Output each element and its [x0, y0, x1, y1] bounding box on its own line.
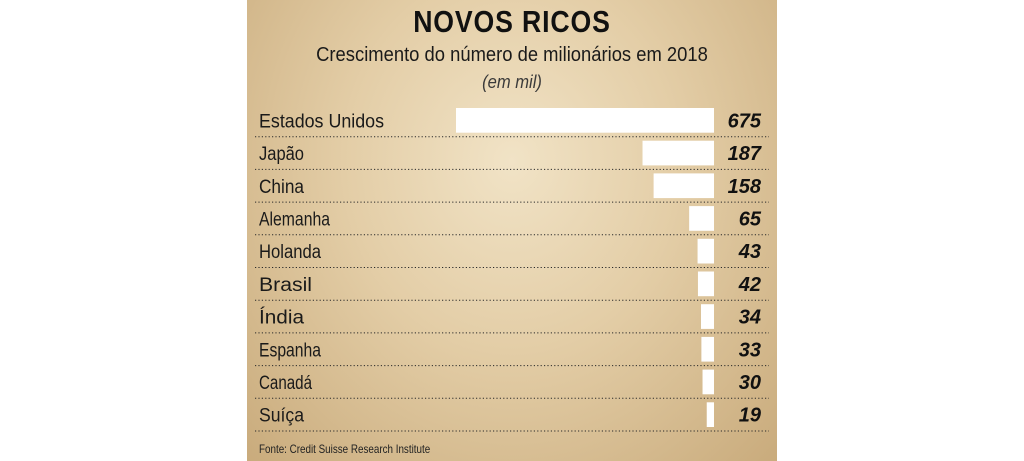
value-label: 42	[738, 274, 761, 296]
source-note: Fonte: Credit Suisse Research Institute	[259, 442, 431, 456]
value-label: 65	[739, 208, 762, 230]
category-label: Brasil	[259, 275, 312, 296]
bar	[701, 336, 714, 362]
category-label: Índia	[259, 308, 304, 329]
category-label: Japão	[259, 144, 304, 165]
bar	[701, 304, 714, 329]
category-label: Estados Unidos	[259, 111, 384, 132]
category-label: Alemanha	[259, 209, 330, 230]
value-label: 158	[728, 176, 762, 198]
category-label: China	[259, 177, 304, 198]
bar	[642, 140, 714, 166]
bar	[702, 369, 714, 395]
bar	[689, 206, 714, 231]
bar	[706, 402, 714, 427]
chart-panel: NOVOS RICOS Crescimento do número de mil…	[247, 0, 777, 461]
chart-unit: (em mil)	[482, 72, 542, 92]
value-label: 33	[739, 339, 761, 361]
bar	[697, 271, 714, 297]
value-label: 34	[739, 307, 761, 329]
bar	[653, 173, 714, 199]
category-label: Canadá	[259, 373, 312, 394]
category-label: Holanda	[259, 242, 321, 263]
category-label: Espanha	[259, 340, 321, 361]
value-label: 675	[728, 110, 762, 132]
value-label: 187	[728, 143, 762, 165]
value-label: 43	[738, 241, 761, 263]
value-label: 30	[739, 372, 761, 394]
bar	[456, 108, 714, 133]
bar-chart: Estados Unidos 675 Japão 187 China 158 Alemanh…	[255, 108, 769, 432]
chart-subtitle: Crescimento do número de milionários em …	[316, 44, 708, 66]
value-label: 19	[739, 405, 762, 427]
category-label: Suíça	[259, 406, 304, 427]
bar	[697, 238, 714, 264]
chart-title: NOVOS RICOS	[413, 4, 611, 39]
